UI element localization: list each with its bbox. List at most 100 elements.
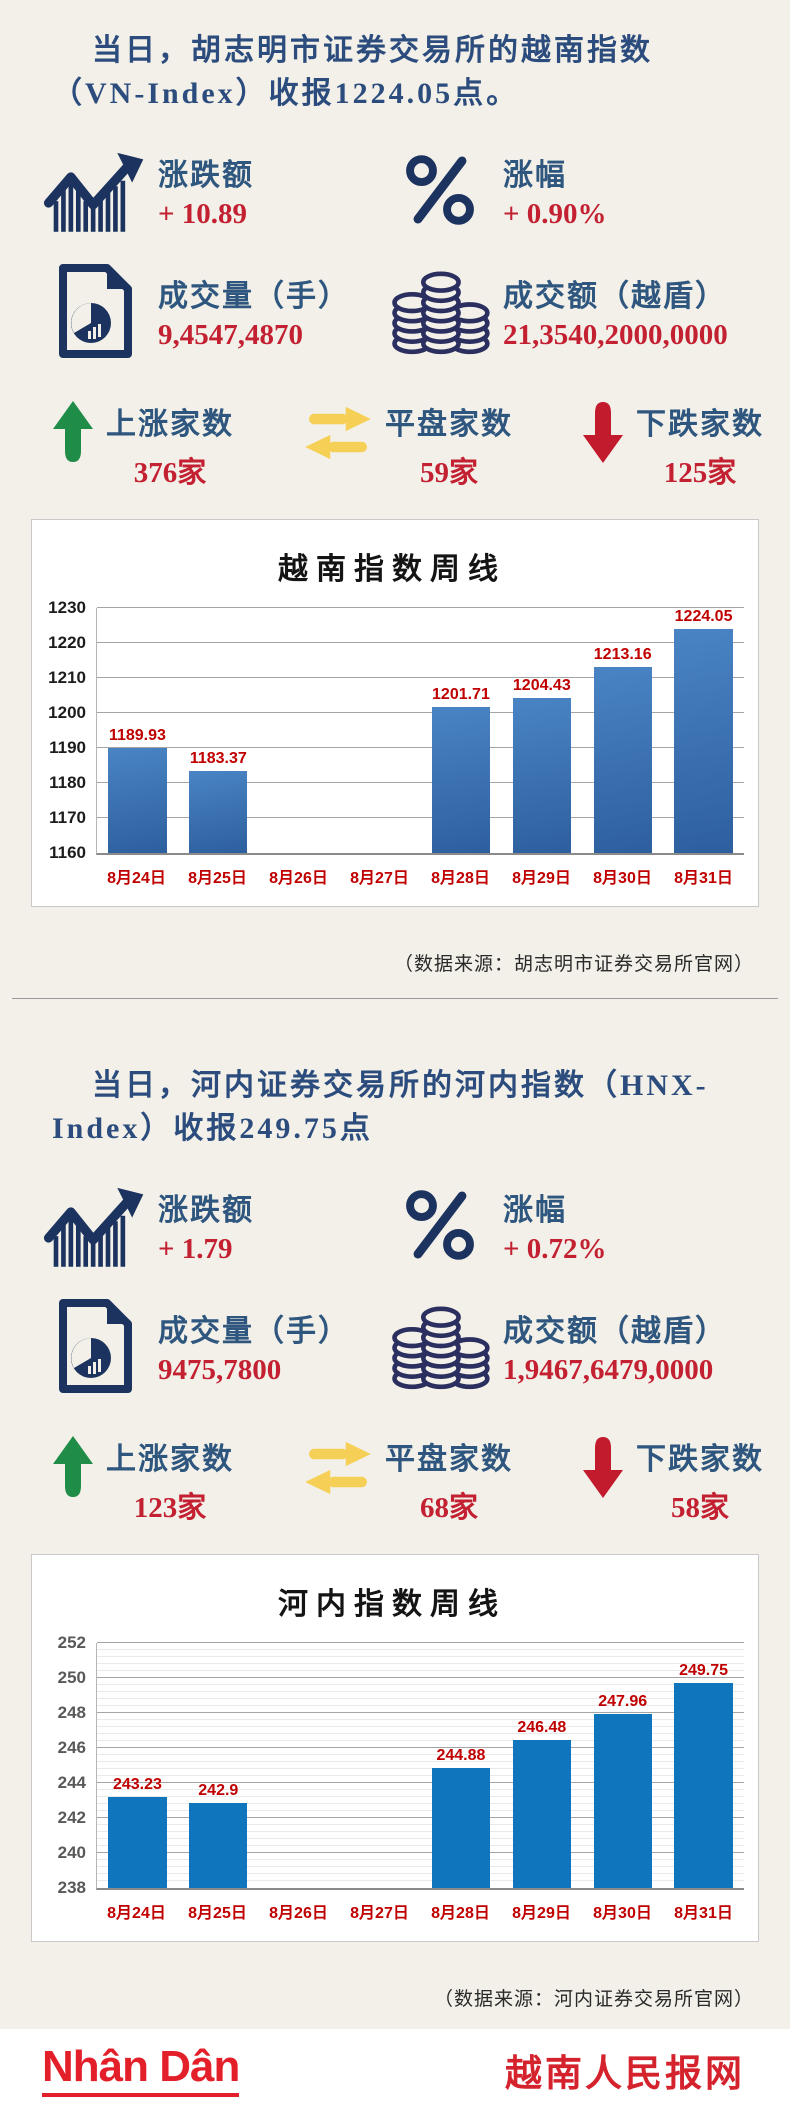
count-label: 上涨家数 — [106, 1443, 234, 1477]
stat-label: 成交量（手） — [158, 279, 350, 313]
minor-gridline — [97, 1726, 744, 1728]
advancers-decliners-row: 上涨家数 376家 平盘家数 59家 下跌家数 125家 — [0, 399, 790, 491]
swap-arrows-icon — [301, 405, 375, 466]
minor-gridline — [97, 1740, 744, 1742]
y-tick-label: 1160 — [49, 843, 86, 863]
minor-gridline — [97, 1705, 744, 1707]
bar-slot: 246.48 — [501, 1643, 582, 1889]
minor-gridline — [97, 1859, 744, 1861]
section-divider — [12, 998, 778, 1000]
x-axis-label: 8月30日 — [593, 870, 652, 888]
major-gridline — [97, 782, 744, 784]
count-label: 平盘家数 — [385, 1443, 513, 1477]
x-axis-label: 8月24日 — [107, 1905, 166, 1923]
section-title: 当日，河内证券交易所的河内指数（HNX-Index）收报249.75点 — [52, 1069, 709, 1145]
major-gridline — [97, 1642, 744, 1644]
bar-value-label: 1189.93 — [108, 727, 166, 745]
coin-stacks-icon — [387, 264, 493, 358]
trend-up-chart-icon — [42, 1180, 148, 1270]
bar — [674, 1682, 733, 1889]
minor-gridline — [97, 1698, 744, 1700]
stat-turnover: 成交额（越盾） 1,9467,6479,0000 — [387, 1299, 790, 1393]
count-value: 58家 — [670, 1492, 729, 1525]
plot: 243.23 242.9 244.88 246.48 247.96 249.75 — [96, 1642, 744, 1891]
bar — [431, 1767, 491, 1889]
bar — [512, 1739, 571, 1889]
advancers-decliners-row: 上涨家数 123家 平盘家数 68家 下跌家数 58家 — [0, 1434, 790, 1526]
percent-icon — [387, 153, 493, 227]
chart-plot-area: 1160 1170 1180 1190 1200 1210 1220 1230 1189.93… — [40, 598, 744, 862]
bar-value-label: 244.88 — [436, 1746, 486, 1764]
bar-value-label: 1204.43 — [512, 676, 571, 694]
count-label: 平盘家数 — [385, 408, 513, 442]
major-gridline — [97, 1677, 744, 1679]
y-tick-label: 246 — [57, 1738, 86, 1758]
minor-gridline — [97, 1684, 744, 1686]
x-axis-label: 8月26日 — [269, 870, 328, 888]
count-label: 下跌家数 — [636, 1443, 764, 1477]
y-tick-label: 1170 — [49, 808, 86, 828]
bar-value-label: 249.75 — [679, 1661, 729, 1679]
x-axis-label: 8月25日 — [188, 870, 247, 888]
up-arrow-icon — [50, 1434, 96, 1505]
stat-volume: 成交量（手） 9475,7800 — [42, 1296, 387, 1396]
minor-gridline — [97, 1663, 744, 1665]
bar — [674, 629, 733, 854]
x-axis-labels: 8月24日 8月25日 8月26日 8月27日 8月28日 8月29日 8月30日 8月31日 — [96, 1899, 744, 1923]
stat-volume: 成交量（手） 9,4547,4870 — [42, 261, 387, 361]
count-unchanged: 平盘家数 59家 — [301, 399, 513, 491]
x-axis-label: 8月31日 — [674, 1905, 733, 1923]
bar-slot — [259, 1643, 340, 1888]
chart-plot-area: 238 240 242 244 246 248 250 252 243.23 242.9 244.… — [40, 1633, 744, 1897]
down-arrow-icon — [580, 1434, 626, 1505]
stat-value: + 0.72% — [503, 1232, 607, 1265]
count-value: 125家 — [663, 457, 737, 490]
major-gridline — [97, 1852, 744, 1854]
bar-slot: 1204.43 — [501, 608, 582, 854]
percent-icon — [387, 1188, 493, 1262]
swap-arrows-icon — [301, 1440, 375, 1501]
up-arrow-icon — [50, 399, 96, 470]
y-tick-label: 1230 — [48, 598, 86, 618]
stat-label: 涨跌额 — [158, 1193, 254, 1227]
bars: 1189.93 1183.37 1201.71 1204.43 1213.16 1224.… — [97, 608, 744, 854]
bars: 243.23 242.9 244.88 246.48 247.96 249.75 — [97, 1643, 744, 1889]
stats-grid: 涨跌额 + 1.79 涨幅 + 0.72% 成交量（手） 9475,7800 — [0, 1180, 790, 1396]
chart-title: 河内指数周线 — [278, 1588, 506, 1622]
stat-label: 成交额（越盾） — [503, 279, 727, 313]
bar-slot: 247.96 — [582, 1643, 663, 1889]
hnx-index-weekly-chart: 河内指数周线 238 240 242 244 246 248 250 252 243.23 24… — [31, 1554, 759, 1943]
y-tick-label: 1200 — [48, 703, 86, 723]
bar-value-label: 246.48 — [517, 1718, 567, 1736]
bar-slot: 1213.16 — [582, 608, 663, 854]
minor-gridline — [97, 1831, 744, 1833]
bar — [593, 667, 652, 854]
major-gridline — [97, 1747, 744, 1749]
x-axis-label: 8月26日 — [269, 1905, 328, 1923]
major-gridline — [97, 607, 744, 609]
stat-change-percent: 涨幅 + 0.72% — [387, 1185, 790, 1266]
stat-label: 涨跌额 — [158, 158, 254, 192]
bar-slot — [340, 1643, 421, 1888]
x-axis-label: 8月24日 — [107, 870, 166, 888]
x-axis-label: 8月25日 — [188, 1905, 247, 1923]
stat-label: 涨幅 — [503, 158, 567, 192]
count-label: 上涨家数 — [106, 408, 234, 442]
bar — [189, 1802, 248, 1889]
chart-title: 越南指数周线 — [278, 553, 506, 587]
minor-gridline — [97, 1719, 744, 1721]
stat-value: + 10.89 — [158, 197, 248, 230]
minor-gridline — [97, 1733, 744, 1735]
stat-label: 成交额（越盾） — [503, 1314, 727, 1348]
data-source-note: （数据来源：河内证券交易所官网） — [433, 1989, 754, 2011]
bar — [189, 771, 248, 854]
minor-gridline — [97, 1824, 744, 1826]
minor-gridline — [97, 1866, 744, 1868]
stat-change-amount: 涨跌额 + 1.79 — [42, 1180, 387, 1270]
gridlines — [97, 1642, 744, 1888]
minor-gridline — [97, 1803, 744, 1805]
bar-slot: 244.88 — [421, 1643, 502, 1889]
major-gridline — [97, 1817, 744, 1819]
stat-label: 涨幅 — [503, 1193, 567, 1227]
